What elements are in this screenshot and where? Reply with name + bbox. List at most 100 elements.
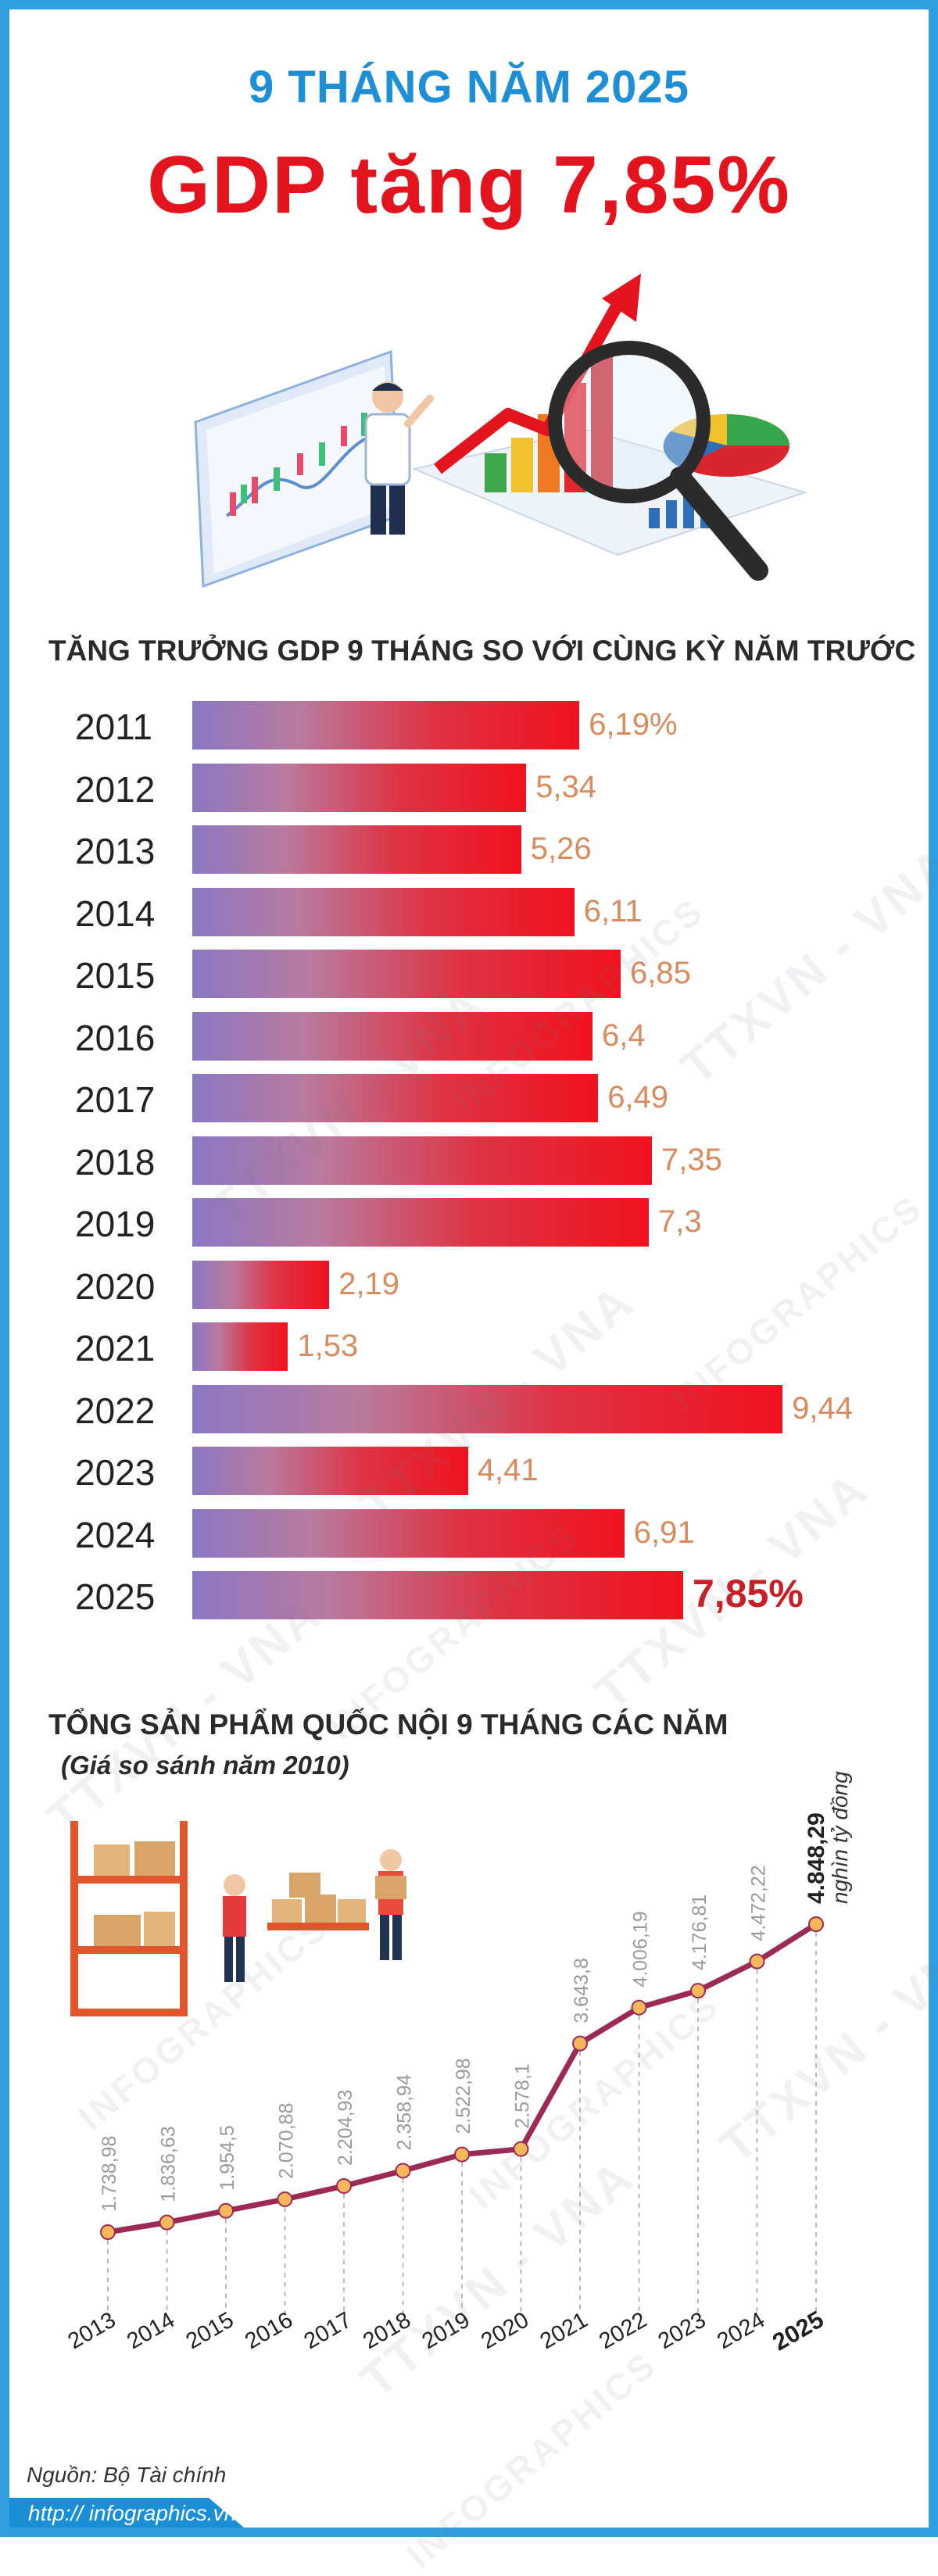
x-tick-label: 2017 [300,2307,356,2354]
bar-row: 2018 7,35 [0,1136,938,1185]
data-point [218,2202,234,2219]
warehouse-illustration [70,1821,406,2016]
bar-category-label: 2015 [75,955,156,996]
unit-label: nghìn tỷ đồng [828,1771,852,1904]
x-tick-label: 2013 [64,2307,120,2354]
x-tick-label: 2022 [595,2307,651,2354]
data-point [159,2214,175,2231]
point-value-label: 3.643,8 [571,1958,593,2023]
bar-value-label: 6,85 [630,956,691,990]
bar-row: 2017 6,49 [0,1074,938,1122]
data-point [100,2224,116,2240]
bar [192,950,621,998]
bar [192,825,521,874]
bar-value-label: 7,3 [658,1204,702,1239]
bar-category-label: 2011 [75,707,152,747]
data-point [277,2191,293,2207]
point-value-label: 4.472,22 [748,1865,770,1941]
bar-category-label: 2017 [75,1079,156,1120]
bar-row: 2021 1,53 [0,1322,938,1371]
data-point [631,1999,647,2016]
line-chart-svg: 1.738,98 2013 1.836,63 2014 1.954,5 2015 2.070… [64,1771,852,2356]
gdp-line-chart: 1.738,98 2013 1.836,63 2014 1.954,5 2015 2.070… [0,1680,938,2388]
bar-value-label: 7,85% [693,1572,804,1615]
candlestick-board-icon [194,349,400,589]
point-value-label: 2.358,94 [394,2074,416,2150]
point-value-label: 4.176,81 [689,1894,711,1970]
bar-row: 2012 5,34 [0,763,938,812]
x-tick-label: 2014 [123,2307,179,2354]
bar [192,763,527,812]
bar-category-label: 2022 [75,1390,156,1431]
bar-category-label: 2014 [75,893,156,934]
bar-row: 2015 6,85 [0,950,938,998]
data-point [336,2177,352,2194]
data-point [749,1953,765,1970]
footer-bar [9,2498,244,2528]
bar-value-label: 5,26 [530,832,592,866]
bar-category-label: 2012 [75,768,156,810]
bar [192,1198,649,1247]
headline-title: GDP tăng 7,85% [147,140,791,231]
point-value-label: 2.070,88 [276,2103,298,2179]
bar [192,1571,683,1619]
bar-row: 2016 6,4 [0,1011,938,1061]
hero-illustration [194,274,808,589]
bar-row: 2019 7,3 [0,1198,938,1247]
x-tick-label: 2025 [768,2306,828,2356]
bar-value-label: 1,53 [297,1329,359,1363]
footer-url[interactable]: http:// infographics.vn [28,2501,237,2525]
data-point [513,2141,529,2157]
period-title: 9 THÁNG NĂM 2025 [249,62,689,113]
data-point [395,2163,411,2179]
bar [192,1011,593,1061]
analyst-person-icon [364,381,434,535]
bar-value-label: 6,91 [633,1515,695,1550]
bar-category-label: 2016 [75,1017,156,1058]
line-section-title: TỔNG SẢN PHẨM QUỐC NỘI 9 THÁNG CÁC NĂM [48,1708,729,1741]
x-tick-label: 2023 [654,2307,711,2354]
point-value-label: 1.954,5 [217,2125,238,2190]
bar-category-label: 2019 [75,1204,156,1244]
bar [192,1384,783,1433]
warehouse-shelf-icon [70,1821,188,2016]
bar-value-label: 5,34 [535,769,597,804]
source-note: Nguồn: Bộ Tài chính [27,2463,227,2487]
bar-row: 2023 4,41 [0,1447,938,1495]
data-point [572,2035,588,2052]
data-point [690,1983,706,1999]
bar [192,887,575,936]
x-tick-label: 2016 [241,2307,297,2354]
bar-category-label: 2024 [75,1514,156,1555]
bar-value-label: 6,4 [602,1018,646,1053]
bar-value-label: 4,41 [477,1453,539,1487]
x-tick-label: 2024 [713,2307,769,2354]
bar-value-label: 6,11 [583,893,643,928]
bar-category-label: 2013 [75,831,156,871]
x-tick-label: 2015 [182,2307,238,2354]
bar-value-label: 7,35 [661,1142,722,1177]
magnifier-icon [548,341,768,581]
bar-value-label: 9,44 [792,1390,854,1426]
bar-row: 2020 2,19 [0,1260,938,1309]
data-point [454,2146,470,2163]
point-value-label: 2.522,98 [453,2058,474,2134]
x-tick-label: 2019 [418,2307,474,2354]
bar-value-label: 6,49 [607,1080,669,1114]
data-point [808,1916,824,1932]
bar-category-label: 2018 [75,1141,156,1182]
x-tick-label: 2018 [359,2307,415,2354]
bar [192,1322,288,1371]
bar [192,1447,468,1495]
point-value-label: 2.578,1 [512,2063,534,2128]
point-value-label: 1.836,63 [158,2126,180,2202]
line-section-subtitle: (Giá so sánh năm 2010) [61,1751,349,1780]
bar-category-label: 2021 [75,1328,156,1368]
bar-row: 2014 6,11 [0,887,938,936]
bar [192,1074,599,1122]
point-value-label: 4.006,19 [630,1911,652,1987]
bar [192,1136,652,1185]
point-value-label: 2.204,93 [335,2090,356,2166]
bar-row: 2013 5,26 [0,825,938,874]
bar-row: 2024 6,91 [0,1508,938,1558]
